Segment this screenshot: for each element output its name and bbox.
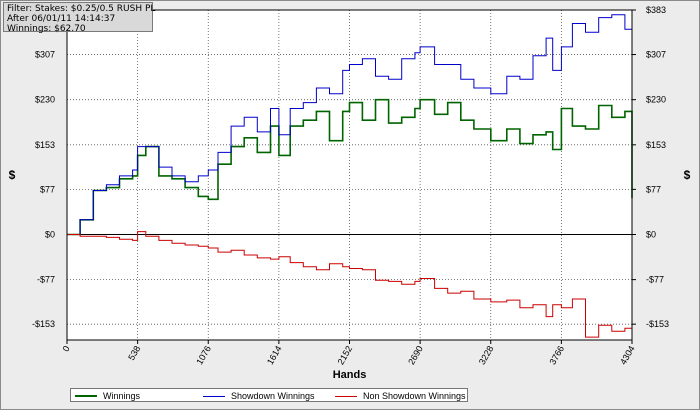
- y-tick-label-right: $77: [646, 184, 661, 194]
- legend-label-showdown: Showdown Winnings: [231, 391, 315, 401]
- y-tick-label-left: $230: [35, 95, 55, 105]
- filter-info-box: Filter: Stakes: $0.25/0.5 RUSH PL After …: [3, 2, 156, 34]
- legend-swatch-nonshowdown: [335, 395, 357, 397]
- x-axis-label: Hands: [333, 369, 367, 381]
- y-tick-label-right: -$77: [646, 275, 664, 285]
- series-line-showdown-winnings: [67, 14, 633, 235]
- series-line-non-showdown-winnings: [67, 231, 633, 338]
- x-tick-label: 2152: [336, 344, 355, 366]
- legend-item-showdown: Showdown Winnings: [203, 390, 315, 402]
- plot-border: [66, 9, 633, 341]
- y-tick-label-left: $307: [35, 50, 55, 60]
- legend-item-winnings: Winnings: [75, 390, 140, 402]
- after-date-text: After 06/01/11 14:14:37: [7, 14, 116, 24]
- y-tick-label-left: -$77: [37, 275, 55, 285]
- y-tick-label-right: $383: [646, 5, 666, 15]
- y-tick-label-right: $307: [646, 50, 666, 60]
- legend-swatch-winnings: [75, 395, 97, 397]
- x-tick-label: 1614: [265, 344, 284, 366]
- filter-text: Filter: Stakes: $0.25/0.5 RUSH PL: [7, 4, 156, 14]
- chart-legend: Winnings Showdown Winnings Non Showdown …: [70, 388, 468, 402]
- y-tick-label-left: $0: [45, 229, 55, 239]
- x-tick-label: 3766: [547, 344, 566, 366]
- x-tick-label: 538: [126, 344, 142, 362]
- y-tick-label-right: -$153: [646, 319, 669, 329]
- y-tick-label-left: $77: [40, 184, 55, 194]
- legend-label-winnings: Winnings: [103, 391, 141, 401]
- x-tick-label: 4304: [618, 344, 637, 366]
- y-tick-label-left: $153: [35, 140, 55, 150]
- winnings-text: Winnings: $62.70: [7, 24, 86, 34]
- y-tick-label-right: $0: [646, 229, 656, 239]
- x-tick-label: 1076: [194, 344, 213, 366]
- x-tick-label: 2690: [406, 344, 425, 366]
- legend-item-nonshowdown: Non Showdown Winnings: [335, 390, 466, 402]
- y-tick-label-left: -$153: [32, 319, 55, 329]
- legend-swatch-showdown: [203, 395, 225, 397]
- y-axis-label-right: $: [684, 168, 691, 182]
- x-tick-label: 0: [61, 344, 72, 353]
- y-axis-label-left: $: [9, 168, 16, 182]
- y-tick-label-right: $230: [646, 95, 666, 105]
- y-tick-label-right: $153: [646, 140, 666, 150]
- x-tick-label: 3228: [477, 344, 496, 366]
- legend-label-nonshowdown: Non Showdown Winnings: [363, 391, 466, 401]
